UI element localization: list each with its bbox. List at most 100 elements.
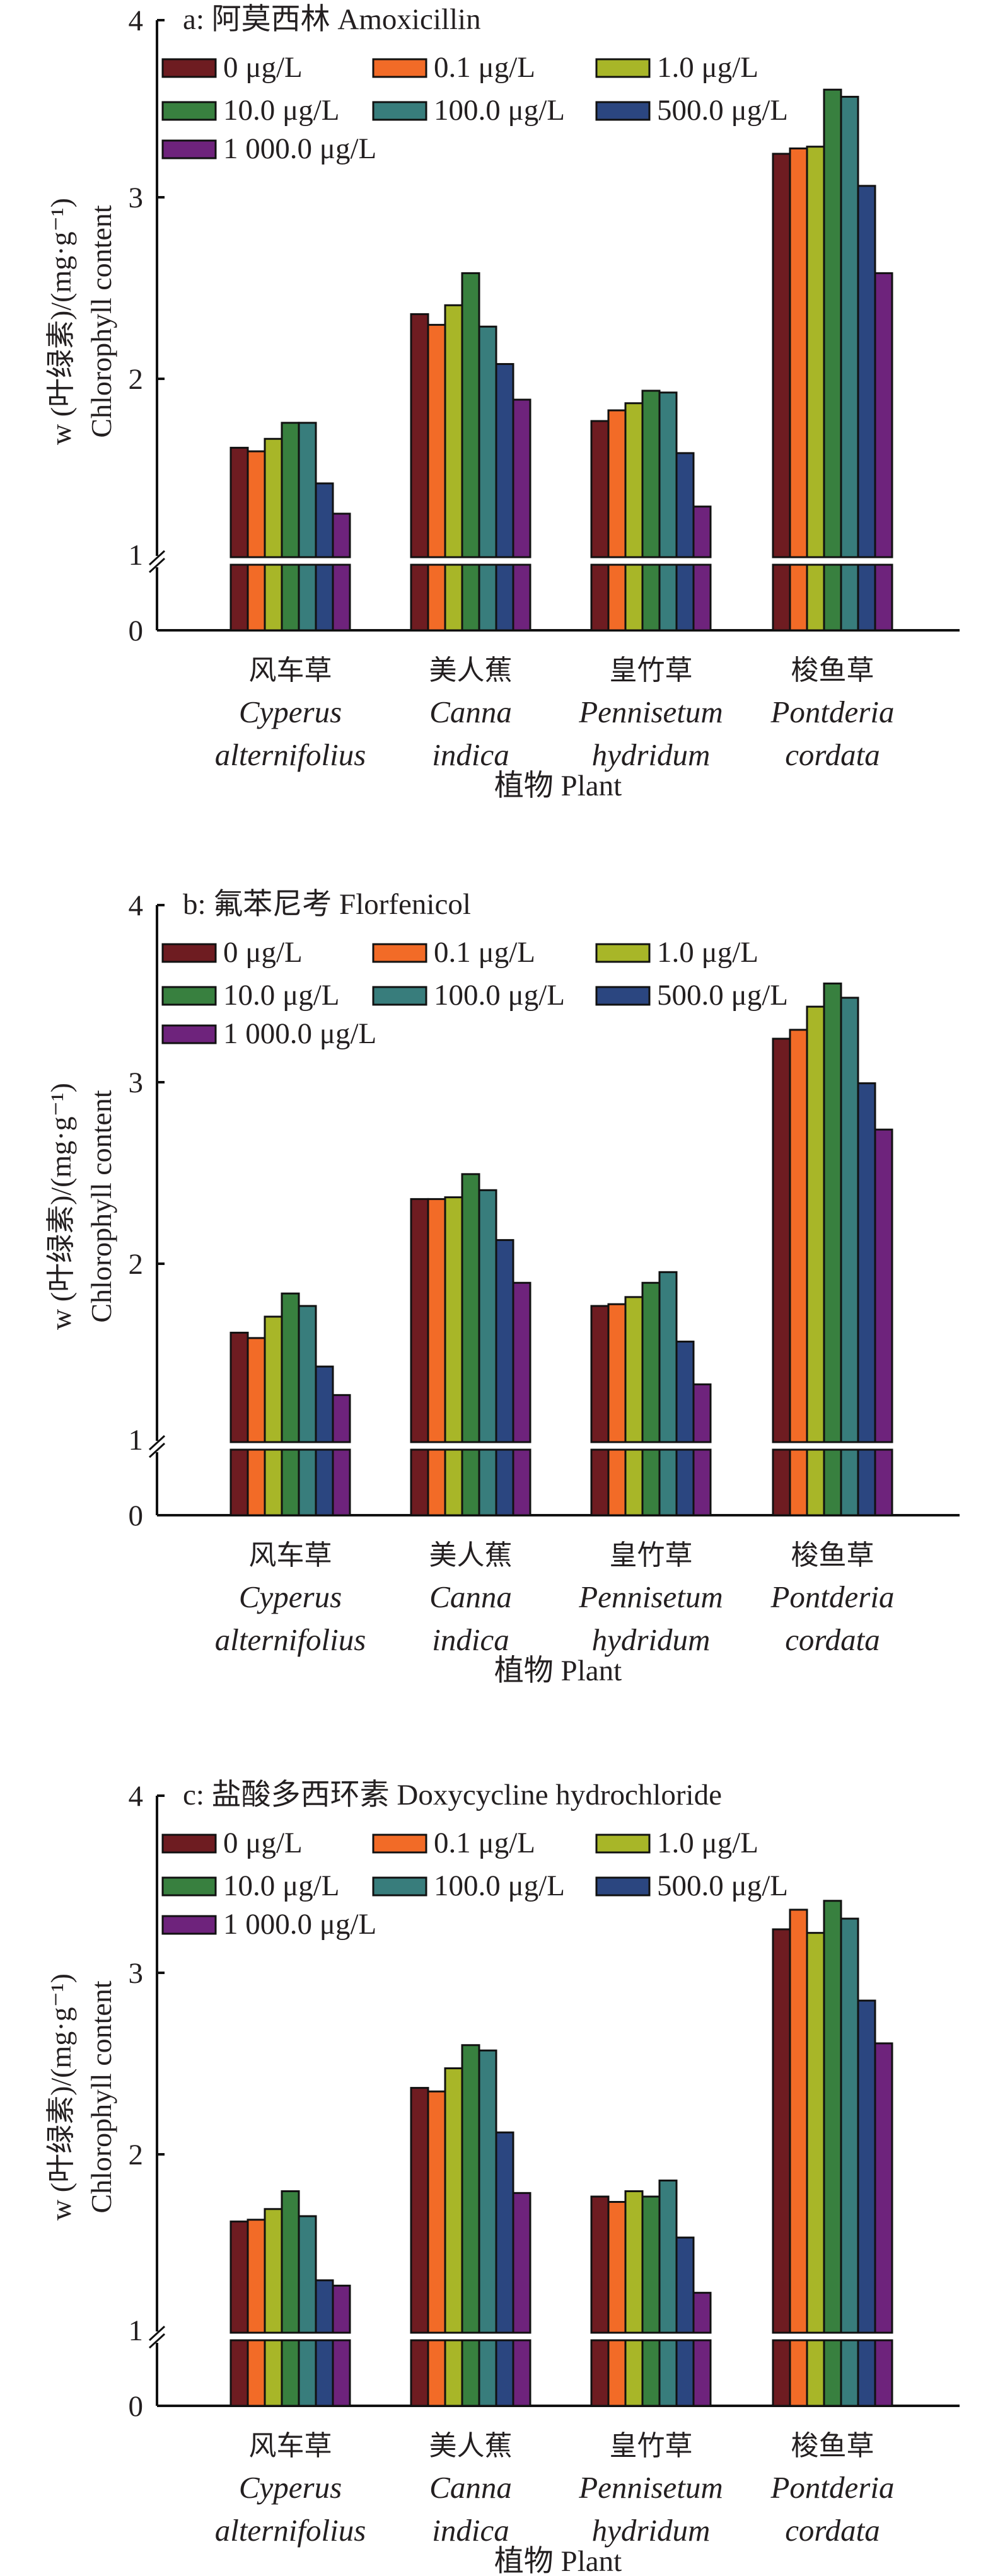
bar-pennisetum-5-lower	[675, 563, 695, 632]
legend-swatch	[372, 1876, 427, 1897]
bar-pennisetum-4-lower	[658, 2339, 678, 2407]
bar-pontderia-3-lower	[823, 1448, 842, 1516]
bar-canna-3-upper	[461, 2044, 480, 2334]
category-label-latin: indica	[432, 1622, 509, 1657]
x-axis-label: 植物 Plant	[494, 770, 622, 802]
bar-pontderia-5-lower	[857, 2339, 876, 2407]
bar-pennisetum-5-upper	[675, 1341, 695, 1443]
y-axis-label-line1: w (叶绿素)/(mg·g⁻¹)	[45, 1083, 77, 1330]
bar-canna-6-upper	[512, 398, 531, 558]
bar-pontderia-3-lower	[823, 563, 842, 632]
bar-canna-2-upper	[444, 1196, 463, 1443]
y-axis-label-line1: w (叶绿素)/(mg·g⁻¹)	[45, 198, 77, 445]
bar-pontderia-6-upper	[874, 1128, 893, 1443]
legend-swatch	[161, 1024, 217, 1044]
bar-canna-1-upper	[427, 2090, 446, 2334]
bar-canna-6-lower	[512, 1448, 531, 1516]
bar-cyperus-6-upper	[332, 2284, 351, 2334]
bar-pennisetum-6-upper	[692, 2292, 712, 2334]
legend-label: 500.0 μg/L	[657, 979, 788, 1012]
bar-cyperus-3-lower	[281, 2339, 300, 2407]
bar-cyperus-5-lower	[315, 1448, 334, 1516]
category-label-latin: Cyperus	[239, 1580, 342, 1614]
bar-pennisetum-4-upper	[658, 1271, 678, 1443]
bar-pontderia-0-upper	[772, 1037, 791, 1443]
x-axis-label: 植物 Plant	[494, 2545, 622, 2576]
legend-swatch	[161, 986, 217, 1006]
bar-pontderia-5-upper	[857, 1082, 876, 1443]
bar-pontderia-2-upper	[806, 1932, 825, 2334]
legend-swatch	[595, 58, 651, 78]
category-label-latin: hydridum	[592, 737, 711, 772]
bar-canna-6-upper	[512, 1281, 531, 1443]
bar-pontderia-1-upper	[789, 147, 808, 558]
bar-pontderia-0-lower	[772, 563, 791, 632]
bar-cyperus-1-lower	[247, 1448, 266, 1516]
bar-cyperus-3-upper	[281, 422, 300, 558]
bar-cyperus-3-lower	[281, 1448, 300, 1516]
bar-pontderia-0-upper	[772, 1928, 791, 2334]
bar-cyperus-5-lower	[315, 563, 334, 632]
category-label-latin: Canna	[429, 2470, 512, 2505]
bar-cyperus-4-upper	[298, 422, 317, 558]
bar-cyperus-0-lower	[229, 1448, 249, 1516]
bar-cyperus-5-upper	[315, 482, 334, 558]
category-label-cn: 皇竹草	[610, 654, 693, 686]
bar-pontderia-2-lower	[806, 2339, 825, 2407]
bar-pennisetum-2-lower	[624, 2339, 644, 2407]
legend-swatch	[161, 943, 217, 963]
y-tick-label-2: 2	[129, 363, 144, 396]
bar-cyperus-6-lower	[332, 1448, 351, 1516]
bar-pontderia-4-upper	[840, 96, 859, 558]
bar-canna-5-lower	[495, 2339, 514, 2407]
bar-pennisetum-3-lower	[641, 1448, 661, 1516]
bar-canna-5-upper	[495, 2131, 514, 2334]
category-label-latin: indica	[432, 737, 509, 772]
bar-cyperus-5-lower	[315, 2339, 334, 2407]
bar-pennisetum-1-lower	[607, 1448, 627, 1516]
bar-pontderia-3-upper	[823, 982, 842, 1443]
axis-break-mark	[148, 1435, 166, 1451]
bar-pennisetum-6-lower	[692, 1448, 712, 1516]
category-label-latin: Pennisetum	[578, 695, 723, 729]
bar-cyperus-1-lower	[247, 563, 266, 632]
bar-cyperus-4-lower	[298, 563, 317, 632]
category-label-latin: alternifolius	[215, 2513, 366, 2548]
category-label-cn: 美人蕉	[429, 654, 513, 686]
bar-cyperus-6-lower	[332, 563, 351, 632]
y-tick-label-0: 0	[129, 1499, 144, 1532]
y-tick-label-1: 1	[129, 2314, 144, 2347]
bar-pennisetum-5-lower	[675, 2339, 695, 2407]
bar-cyperus-6-upper	[332, 512, 351, 558]
legend-swatch	[161, 101, 217, 121]
axis-break-mark	[148, 2333, 166, 2349]
category-label-latin: Pennisetum	[578, 2470, 723, 2505]
category-label-cn: 风车草	[249, 2430, 332, 2462]
category-label-latin: hydridum	[592, 2513, 711, 2548]
bar-canna-4-lower	[478, 563, 497, 632]
panel-title: b: 氟苯尼考 Florfenicol	[183, 888, 471, 921]
legend-label: 0 μg/L	[223, 1827, 303, 1859]
bar-canna-2-lower	[444, 1448, 463, 1516]
bar-canna-0-upper	[410, 1198, 429, 1443]
bar-pennisetum-0-upper	[590, 1305, 610, 1443]
y-axis-label-line2: Chlorophyll content	[85, 205, 117, 437]
x-axis-label: 植物 Plant	[494, 1655, 622, 1687]
bar-canna-5-upper	[495, 1239, 514, 1443]
legend-swatch	[161, 1834, 217, 1854]
bar-pennisetum-3-upper	[641, 1281, 661, 1443]
bar-pennisetum-3-lower	[641, 563, 661, 632]
bar-pontderia-6-lower	[874, 2339, 893, 2407]
bar-pontderia-4-upper	[840, 1917, 859, 2334]
bar-pennisetum-0-lower	[590, 2339, 610, 2407]
bar-pennisetum-0-lower	[590, 563, 610, 632]
bar-pennisetum-0-upper	[590, 2195, 610, 2334]
bar-canna-4-lower	[478, 2339, 497, 2407]
bar-pennisetum-4-lower	[658, 1448, 678, 1516]
bar-pennisetum-4-upper	[658, 391, 678, 558]
bar-canna-2-lower	[444, 563, 463, 632]
bar-pennisetum-2-lower	[624, 1448, 644, 1516]
bar-canna-4-upper	[478, 2049, 497, 2334]
bar-pontderia-1-lower	[789, 563, 808, 632]
bar-pontderia-3-lower	[823, 2339, 842, 2407]
